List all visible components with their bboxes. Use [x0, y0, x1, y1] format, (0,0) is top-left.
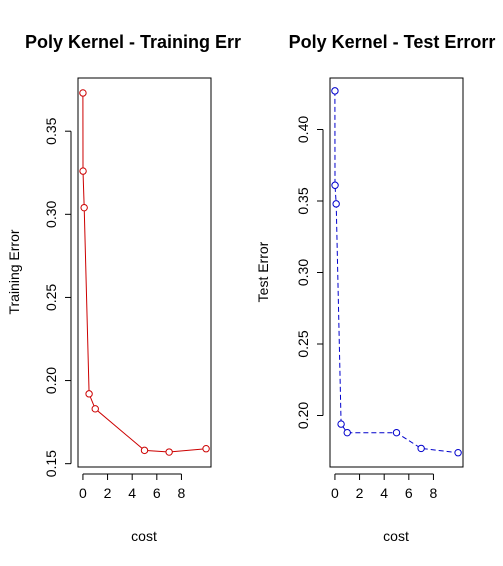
- data-point: [332, 200, 340, 208]
- series-line: [334, 90, 459, 454]
- x-axis-label: cost: [383, 528, 409, 544]
- x-tick-label: 8: [430, 485, 438, 501]
- data-point: [85, 390, 93, 398]
- x-axis-label: cost: [131, 528, 157, 544]
- x-tick-label: 4: [128, 485, 136, 501]
- x-tick-label: 4: [380, 485, 388, 501]
- data-point: [331, 87, 339, 95]
- chart-title: Poly Kernel - Test Errorr: [289, 32, 496, 52]
- x-tick-label: 6: [405, 485, 413, 501]
- y-tick-label: 0.25: [43, 284, 59, 311]
- data-point: [392, 428, 401, 437]
- data-point: [140, 446, 149, 455]
- data-point: [202, 445, 210, 453]
- data-point: [91, 405, 99, 413]
- data-point: [337, 420, 345, 428]
- y-tick-label: 0.35: [295, 187, 311, 214]
- y-tick-label: 0.25: [295, 330, 311, 357]
- y-tick-label: 0.30: [295, 259, 311, 286]
- data-point: [343, 428, 351, 437]
- y-tick-label: 0.30: [43, 200, 59, 227]
- x-tick-label: 2: [104, 485, 112, 501]
- data-point: [79, 167, 87, 175]
- chart-title: Poly Kernel - Training Err: [25, 32, 241, 52]
- data-point: [454, 448, 462, 457]
- data-point: [331, 181, 339, 189]
- y-tick-label: 0.35: [43, 117, 59, 144]
- x-tick-label: 0: [79, 485, 87, 501]
- y-tick-label: 0.15: [43, 450, 59, 477]
- y-axis-label: Training Error: [6, 229, 22, 314]
- data-point: [165, 448, 173, 456]
- y-axis-label: Test Error: [255, 241, 271, 302]
- training-error-panel: Poly Kernel - Training Err cost Training…: [6, 32, 241, 544]
- plot-frame: [77, 77, 212, 468]
- data-point: [417, 444, 425, 453]
- test-error-panel: Poly Kernel - Test Errorr cost Test Erro…: [255, 32, 495, 544]
- data-point: [80, 203, 88, 212]
- y-tick-label: 0.20: [295, 402, 311, 429]
- x-tick-label: 6: [153, 485, 161, 501]
- y-tick-label: 0.20: [43, 367, 59, 394]
- data-point: [79, 89, 87, 97]
- x-tick-label: 2: [356, 485, 364, 501]
- x-tick-label: 0: [331, 485, 339, 501]
- x-tick-label: 8: [178, 485, 186, 501]
- plot-frame: [329, 77, 464, 468]
- series-line: [82, 92, 207, 453]
- y-tick-label: 0.40: [295, 116, 311, 143]
